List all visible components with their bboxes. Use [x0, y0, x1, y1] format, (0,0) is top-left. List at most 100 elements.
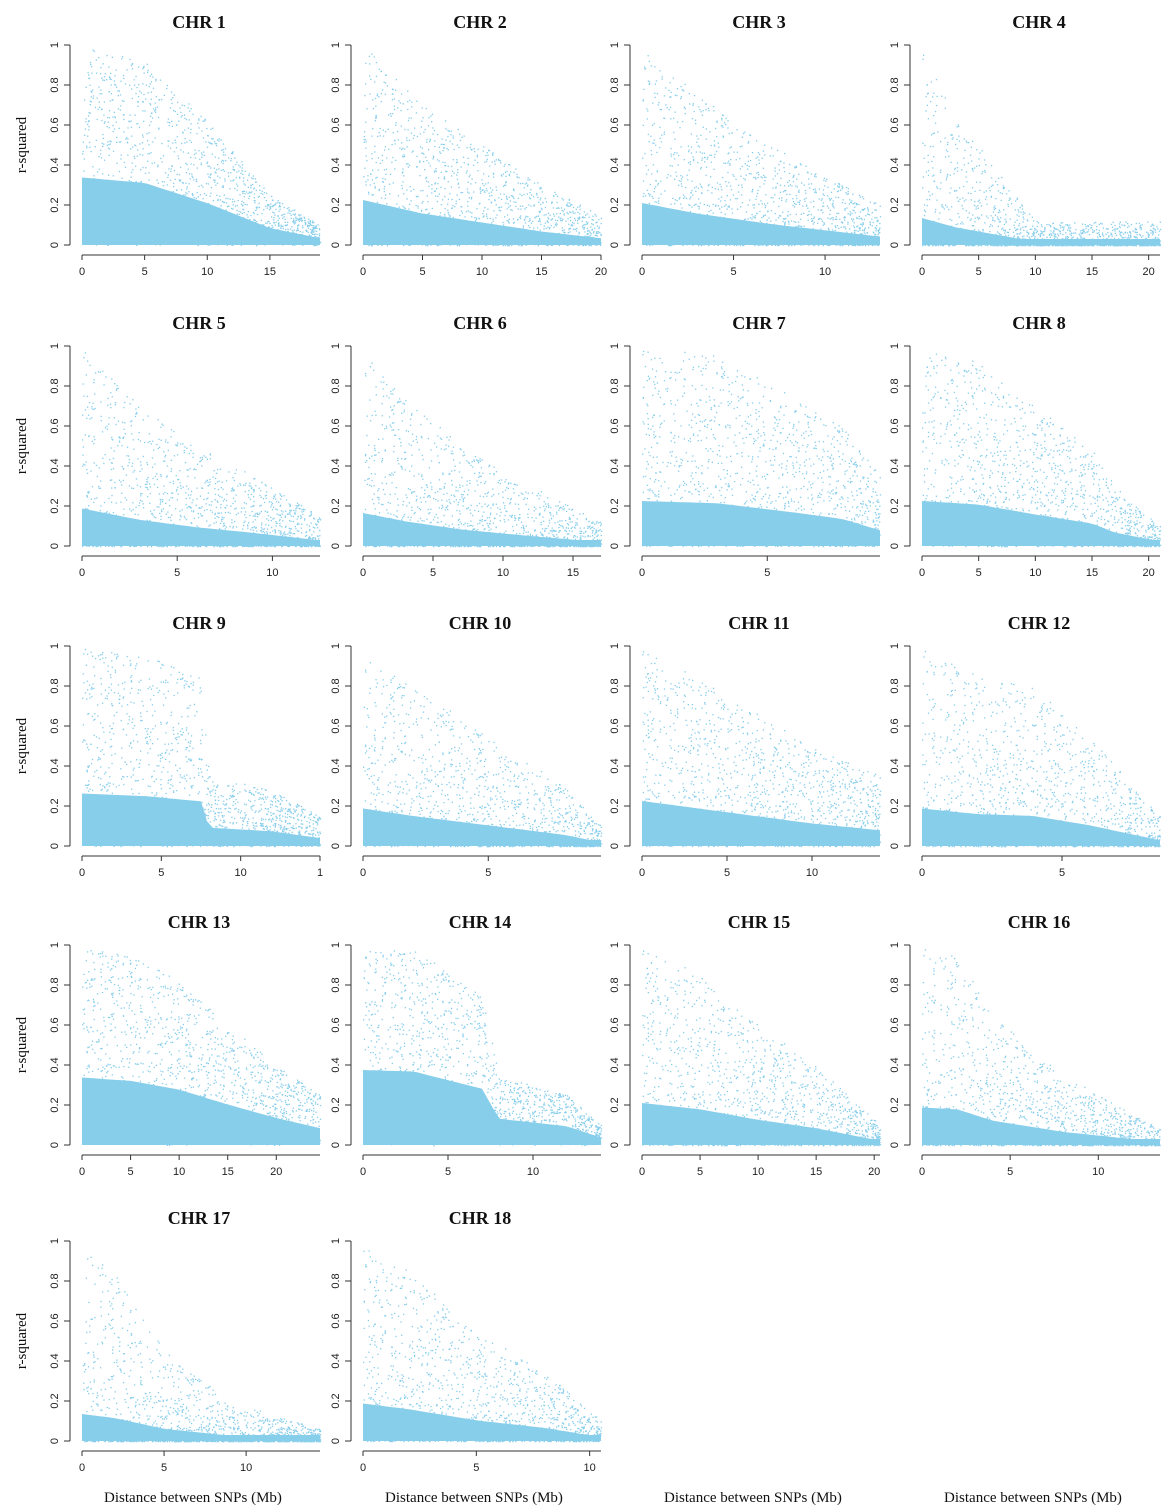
scatter-point — [808, 213, 810, 216]
scatter-point — [829, 218, 831, 220]
scatter-point — [849, 199, 851, 201]
scatter-point — [563, 229, 565, 231]
scatter-point — [298, 214, 300, 216]
scatter-point — [985, 164, 987, 166]
scatter-point — [447, 209, 449, 211]
scatter-point — [568, 199, 570, 201]
scatter-point — [652, 124, 654, 126]
scatter-point — [524, 208, 526, 210]
scatter-point — [1115, 234, 1118, 236]
scatter-point — [815, 190, 817, 192]
scatter-point — [656, 171, 658, 173]
panel-title: CHR 2 — [453, 12, 507, 32]
scatter-point — [250, 187, 252, 189]
scatter-point — [286, 224, 288, 226]
scatter-point — [379, 127, 381, 130]
scatter-point — [568, 223, 570, 225]
y-tick-label: 0.2 — [49, 197, 61, 212]
scatter-point — [275, 208, 277, 211]
scatter-point — [729, 185, 732, 187]
scatter-point — [862, 244, 864, 246]
scatter-point — [803, 198, 806, 200]
scatter-point — [100, 89, 102, 91]
scatter-point — [681, 176, 684, 178]
scatter-point — [680, 183, 683, 185]
scatter-point — [794, 244, 796, 247]
scatter-point — [148, 132, 150, 134]
scatter-point — [462, 156, 465, 158]
scatter-point — [572, 225, 574, 227]
scatter-point — [444, 162, 446, 164]
scatter-point — [549, 227, 551, 229]
scatter-point — [592, 215, 594, 217]
scatter-point — [402, 181, 404, 183]
scatter-point — [877, 220, 879, 223]
scatter-point — [929, 101, 932, 103]
scatter-point — [188, 173, 191, 175]
scatter-point — [215, 143, 218, 145]
scatter-point — [557, 207, 559, 209]
scatter-point — [284, 221, 286, 223]
scatter-point — [783, 171, 786, 173]
scatter-point — [1068, 226, 1070, 228]
scatter-point — [684, 113, 686, 115]
scatter-point — [267, 205, 269, 207]
scatter-point — [311, 222, 314, 224]
scatter-point — [202, 137, 205, 139]
scatter-point — [654, 201, 656, 203]
scatter-point — [595, 215, 597, 217]
scatter-point — [407, 129, 409, 131]
scatter-point — [376, 93, 379, 95]
scatter-point — [107, 121, 109, 123]
scatter-point — [985, 198, 987, 201]
scatter-point — [540, 187, 542, 189]
scatter-point — [522, 227, 524, 229]
scatter-point — [371, 53, 373, 55]
scatter-point — [671, 165, 673, 167]
scatter-point — [527, 216, 529, 218]
scatter-point — [642, 124, 644, 126]
scatter-point — [663, 95, 666, 97]
scatter-point — [474, 217, 476, 219]
scatter-point — [180, 189, 183, 191]
scatter-point — [1050, 233, 1052, 235]
scatter-point — [196, 132, 198, 135]
scatter-point — [477, 161, 479, 164]
scatter-point — [591, 228, 594, 231]
y-tick-label: 0.6 — [49, 117, 61, 132]
scatter-point — [708, 210, 710, 213]
scatter-point — [725, 123, 727, 126]
scatter-point — [269, 207, 271, 209]
scatter-point — [952, 137, 954, 139]
scatter-point — [184, 117, 186, 119]
scatter-point — [293, 229, 295, 231]
scatter-point — [928, 191, 930, 193]
scatter-point — [86, 145, 88, 147]
scatter-point — [263, 197, 266, 199]
scatter-point — [770, 210, 773, 212]
scatter-point — [831, 229, 834, 231]
scatter-point — [525, 215, 527, 217]
scatter-point — [223, 151, 225, 153]
scatter-point — [374, 97, 377, 100]
scatter-point — [667, 245, 670, 247]
scatter-point — [728, 132, 730, 135]
scatter-point — [586, 223, 588, 225]
scatter-point — [778, 163, 780, 166]
scatter-point — [210, 173, 212, 175]
scatter-point — [1016, 228, 1019, 230]
scatter-point — [383, 169, 386, 171]
scatter-point — [1031, 235, 1033, 238]
scatter-point — [186, 188, 188, 190]
scatter-point — [299, 218, 301, 220]
scatter-point — [675, 171, 677, 173]
scatter-point — [487, 208, 489, 210]
scatter-point — [761, 217, 763, 219]
scatter-point — [201, 130, 203, 132]
scatter-point — [133, 79, 135, 81]
scatter-point — [669, 244, 671, 247]
scatter-point — [862, 223, 864, 225]
scatter-point — [182, 151, 185, 153]
scatter-point — [579, 217, 581, 219]
